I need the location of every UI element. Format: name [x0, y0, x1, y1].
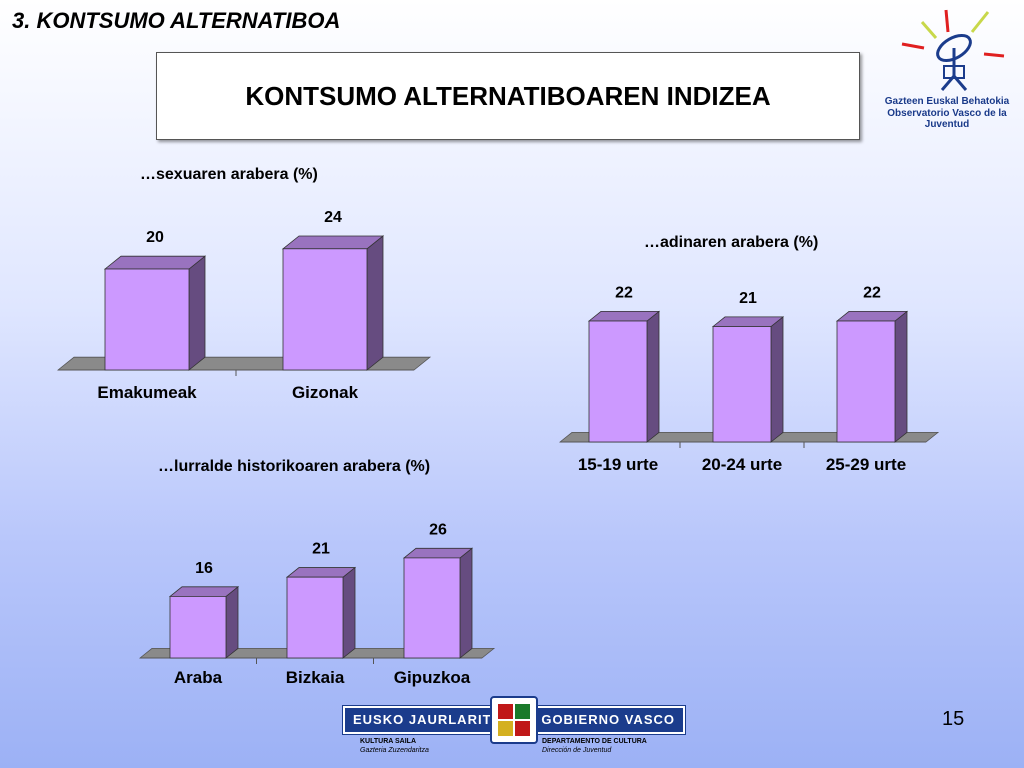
category-tick-label: Gipuzkoa — [394, 668, 471, 687]
bar-side — [225, 585, 239, 659]
category-tick-label: 20-24 urte — [702, 455, 782, 474]
chart-sex-title: …sexuaren arabera (%) — [140, 166, 318, 183]
category-tick-label: 25-29 urte — [826, 455, 906, 474]
bar-value-label: 26 — [429, 521, 447, 538]
footer-left-sub: Gazteria Zuzendaritza — [360, 747, 429, 754]
bar-side — [342, 566, 356, 659]
bar-value-label: 22 — [615, 284, 633, 301]
bar-side — [459, 547, 473, 659]
bar — [169, 596, 227, 659]
footer-left-label: EUSKO JAURLARITZA — [353, 712, 511, 727]
bar — [403, 557, 461, 659]
bar — [836, 320, 896, 443]
category-tick-label: 15-19 urte — [578, 455, 658, 474]
bar — [588, 320, 648, 443]
section-title: 3. KONTSUMO ALTERNATIBOA — [12, 8, 341, 33]
category-tick-label: Emakumeak — [97, 383, 197, 402]
satellite-dish-icon — [901, 9, 1005, 91]
chart-age-title: …adinaren arabera (%) — [644, 234, 819, 251]
bar-value-label: 16 — [195, 560, 213, 577]
bar — [282, 248, 368, 371]
coat-of-arms-icon — [490, 696, 538, 744]
footer-right-dept: DEPARTAMENTO DE CULTURA — [542, 738, 647, 745]
title-box: KONTSUMO ALTERNATIBOAREN INDIZEA — [156, 52, 860, 140]
bar-top — [168, 586, 240, 597]
bar-value-label: 24 — [324, 209, 342, 226]
bar — [286, 576, 344, 659]
bar-value-label: 22 — [863, 284, 881, 301]
bar — [712, 326, 772, 443]
category-tick-label: Araba — [174, 668, 223, 687]
bar-top — [402, 547, 474, 559]
bar-value-label: 21 — [739, 290, 757, 307]
bar-value-label: 20 — [146, 229, 164, 246]
page-number: 15 — [942, 708, 965, 730]
footer-right-label: GOBIERNO VASCO — [541, 712, 675, 727]
category-tick-label: Bizkaia — [286, 668, 345, 687]
bar — [104, 268, 190, 371]
footer-right-sub: Dirección de Juventud — [542, 747, 612, 754]
category-tick-label: Gizonak — [292, 383, 359, 402]
logo-text-line2: Observatorio Vasco de la Juventud — [887, 108, 1007, 130]
chart-territory-title: …lurralde historikoaren arabera (%) — [158, 458, 431, 475]
bar-value-label: 21 — [312, 541, 330, 558]
footer-left-dept: KULTURA SAILA — [360, 738, 416, 745]
logo-text-line1: Gazteen Euskal Behatokia — [884, 96, 1010, 107]
bar-top — [285, 567, 357, 578]
main-title: KONTSUMO ALTERNATIBOAREN INDIZEA — [245, 80, 771, 111]
